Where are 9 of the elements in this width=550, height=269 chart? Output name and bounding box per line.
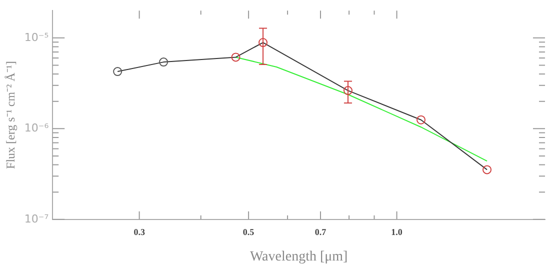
y-tick-label: 10⁻⁷ — [24, 212, 49, 226]
x-tick-label: 0.5 — [242, 227, 255, 238]
x-tick-label: 0.7 — [314, 227, 327, 238]
x-axis-title: Wavelength [μm] — [250, 249, 348, 264]
x-tick-label: 1.0 — [391, 227, 403, 238]
y-axis-title: Flux [erg s⁻¹ cm⁻² Å⁻¹] — [3, 61, 18, 169]
y-tick-label: 10⁻⁵ — [24, 30, 49, 44]
y-tick-label: 10⁻⁶ — [24, 122, 50, 135]
x-tick-label: 0.3 — [134, 227, 146, 238]
